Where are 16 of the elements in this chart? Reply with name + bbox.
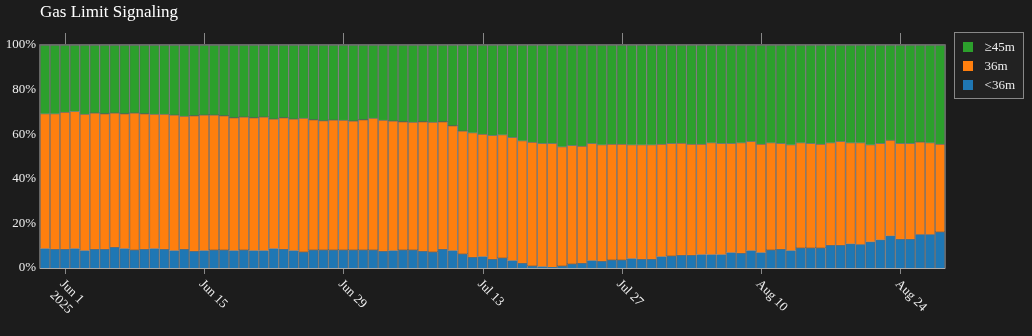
legend-label: <36m (984, 76, 1015, 93)
y-tick-label: 40% (12, 170, 37, 186)
legend-label: ≥45m (984, 38, 1015, 55)
x-tick-label: Jun 29 (335, 275, 371, 311)
legend-label: 36m (984, 57, 1008, 74)
x-tick-label: Aug 10 (753, 275, 792, 314)
x-tick-label: Aug 24 (892, 275, 931, 315)
y-tick-label: 100% (5, 36, 37, 52)
y-tick-label: 80% (12, 81, 37, 97)
x-tick-label: Jul 27 (614, 275, 648, 310)
y-tick-label: 0% (18, 259, 37, 275)
x-tick-label: Jun 15 (196, 275, 232, 311)
x-tick-label: Jul 13 (475, 275, 508, 309)
chart-title: Gas Limit Signaling (40, 2, 178, 22)
y-tick-label: 20% (12, 214, 37, 230)
y-tick-label: 60% (12, 125, 37, 141)
